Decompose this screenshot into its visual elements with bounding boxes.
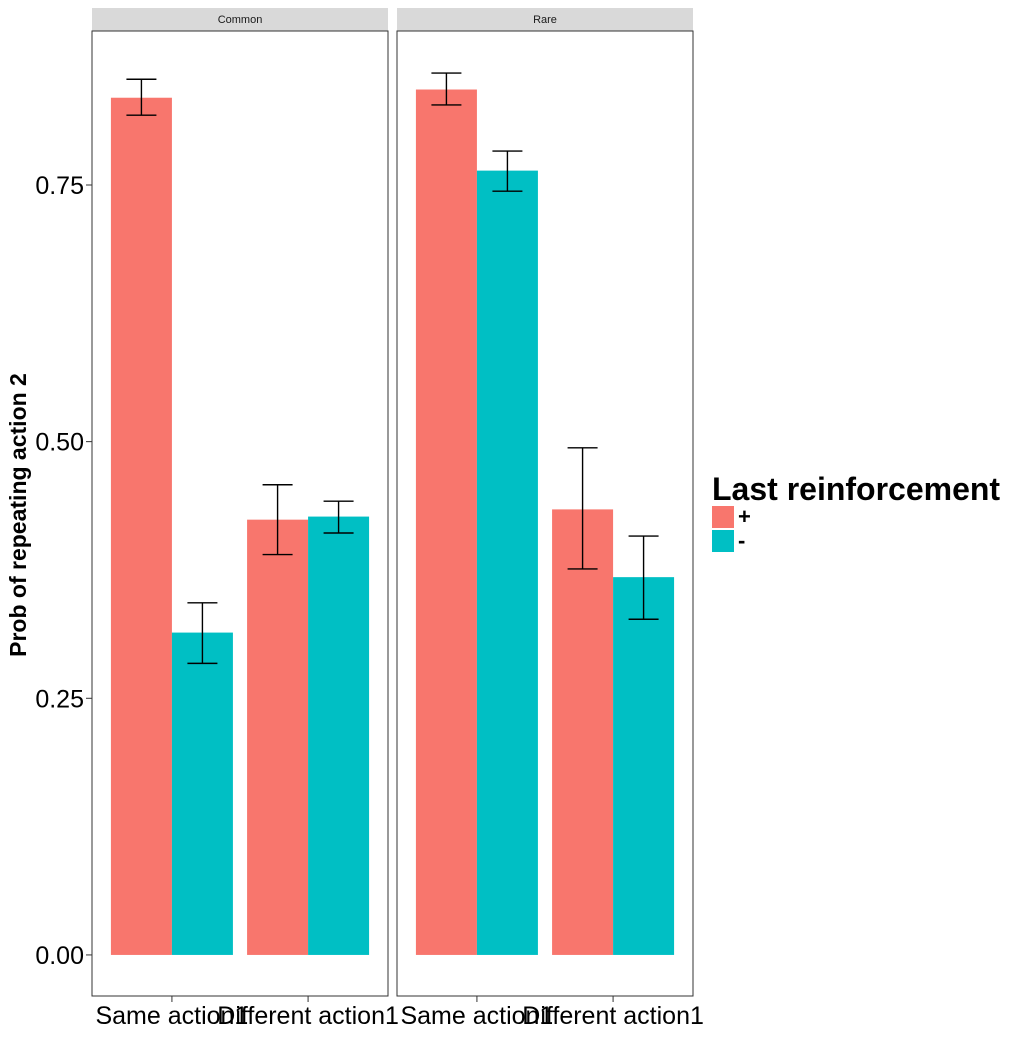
- legend: Last reinforcement +-: [712, 471, 1000, 553]
- panel-strip-label: Common: [218, 14, 263, 26]
- bar-rare-same-minus: [476, 170, 538, 955]
- bar-common-same-minus: [171, 632, 233, 955]
- legend-key-minus: [712, 530, 734, 552]
- y-axis: 0.00 0.25 0.50 0.75: [35, 172, 92, 970]
- bar-rare-same-plus: [415, 89, 477, 955]
- legend-label-minus: -: [738, 528, 745, 553]
- bar-rare-different-minus: [613, 577, 675, 955]
- x-tick-label: Same action1: [95, 1002, 248, 1030]
- x-tick-label: Different action1: [522, 1002, 704, 1030]
- bar-common-different-plus: [247, 519, 309, 955]
- panel-border: [396, 30, 694, 997]
- error-bar: [492, 150, 523, 192]
- error-bar: [323, 500, 354, 534]
- bar-common-same-plus: [110, 97, 172, 955]
- legend-title: Last reinforcement: [712, 471, 1000, 507]
- legend-label-plus: +: [738, 504, 751, 529]
- error-bar: [628, 535, 659, 620]
- panel-strip-label: Rare: [533, 14, 557, 26]
- x-tick-label: Same action1: [400, 1002, 553, 1030]
- legend-key-plus: [712, 506, 734, 528]
- x-tick-label: Different action1: [217, 1002, 399, 1030]
- error-bar: [567, 447, 598, 570]
- y-tick-label: 0.00: [35, 942, 84, 970]
- error-bar: [187, 602, 218, 665]
- error-bar: [262, 484, 293, 556]
- y-axis-title: Prob of repeating action 2: [5, 373, 31, 657]
- y-tick-label: 0.25: [35, 685, 84, 713]
- panel-border: [91, 30, 389, 997]
- panel-strip: [397, 8, 693, 31]
- error-bar: [126, 78, 157, 116]
- bar-common-different-minus: [308, 516, 370, 955]
- bar-rare-different-plus: [552, 509, 614, 955]
- error-bar: [431, 72, 462, 106]
- y-tick-label: 0.75: [35, 172, 84, 200]
- y-tick-label: 0.50: [35, 429, 84, 457]
- panel-strip: [92, 8, 388, 31]
